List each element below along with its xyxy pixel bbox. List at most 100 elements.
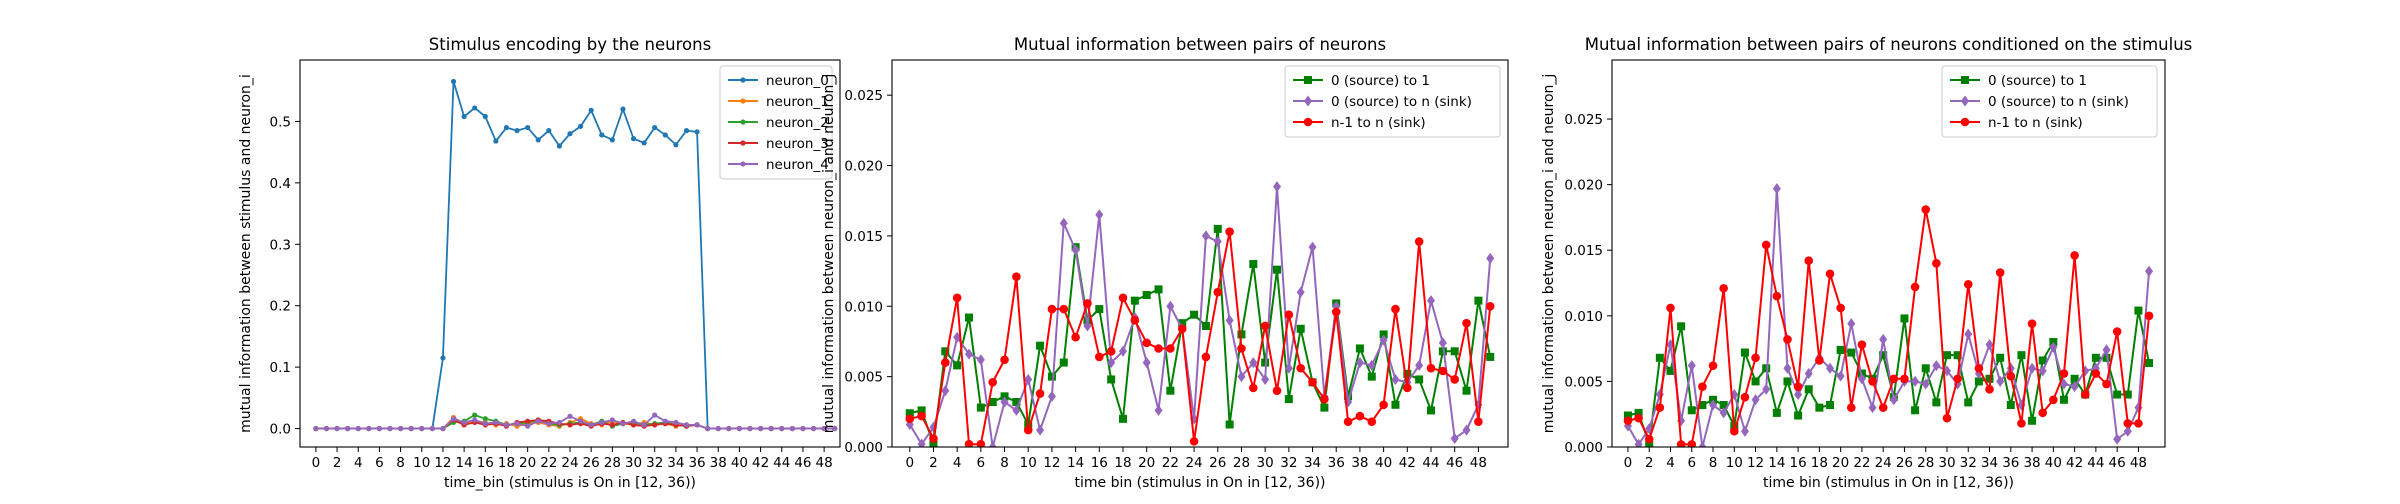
- data-point: [1012, 272, 1021, 282]
- x-tick-label: 26: [1896, 455, 1913, 471]
- data-point: [1059, 358, 1068, 367]
- plot-frame: [299, 59, 841, 448]
- data-point: [1391, 304, 1400, 314]
- y-axis-label: mutual information between stimulus and …: [238, 74, 254, 433]
- data-point: [917, 411, 926, 421]
- x-tick-label: 0: [312, 455, 321, 471]
- data-point: [2049, 341, 2058, 353]
- data-point: [1772, 291, 1782, 301]
- data-point: [440, 355, 446, 361]
- data-point: [1213, 236, 1222, 248]
- x-tick-label: 30: [1938, 455, 1955, 471]
- x-tick-label: 32: [1280, 455, 1297, 471]
- x-tick-label: 14: [1067, 455, 1084, 471]
- data-point: [450, 416, 457, 422]
- data-point: [905, 414, 915, 424]
- data-point: [1804, 256, 1814, 266]
- series-line-3: [1627, 208, 2151, 446]
- legend-label: neuron_4: [766, 157, 829, 173]
- data-point: [1166, 300, 1175, 312]
- legend-swatch-marker: [740, 98, 746, 104]
- data-point: [1857, 340, 1867, 349]
- legend-label: neuron_3: [766, 136, 829, 152]
- legend-item-2: neuron_1: [728, 94, 829, 110]
- x-tick-label: 38: [2023, 455, 2040, 471]
- data-point: [1964, 328, 1973, 340]
- data-point: [1213, 224, 1222, 233]
- data-point: [1000, 355, 1009, 365]
- x-tick-label: 4: [953, 455, 962, 471]
- x-tick-label: 22: [1162, 455, 1179, 471]
- x-tick-label: 46: [794, 455, 811, 471]
- y-axis-label: mutual information between neuron_i and …: [1541, 74, 1557, 434]
- data-point: [2144, 311, 2154, 321]
- data-point: [1921, 378, 1930, 390]
- data-point: [2017, 351, 2026, 360]
- legend-box: [719, 65, 833, 180]
- data-point: [1118, 293, 1128, 303]
- plot-frame: [891, 59, 1509, 448]
- data-point: [1836, 345, 1845, 354]
- data-point: [1024, 373, 1033, 385]
- data-point: [965, 348, 973, 360]
- data-point: [482, 416, 488, 422]
- data-point: [567, 422, 573, 428]
- data-point: [1071, 244, 1080, 256]
- data-point: [1836, 370, 1845, 382]
- data-point: [535, 418, 541, 424]
- data-point: [1213, 287, 1223, 297]
- data-point: [2123, 425, 2132, 437]
- data-point: [1708, 361, 1718, 370]
- data-point: [1142, 357, 1151, 369]
- data-point: [1284, 395, 1293, 404]
- legend-box: [1941, 65, 2158, 138]
- data-point: [397, 425, 404, 432]
- data-point: [503, 124, 510, 131]
- data-point: [1655, 353, 1664, 362]
- data-point: [726, 425, 732, 432]
- data-point: [1815, 356, 1824, 365]
- x-tick-label: 4: [1666, 455, 1675, 471]
- data-point: [941, 358, 950, 367]
- data-point: [620, 421, 626, 427]
- x-tick-label: 16: [477, 455, 494, 471]
- data-point: [1644, 434, 1654, 444]
- legend-swatch-marker: [1304, 76, 1312, 84]
- series-line-3: [315, 414, 835, 430]
- data-point: [1762, 364, 1771, 373]
- data-point: [577, 123, 584, 129]
- legend-swatch-marker: [1961, 95, 1969, 107]
- data-point: [1783, 362, 1792, 374]
- data-point: [1772, 183, 1781, 195]
- data-point: [1438, 347, 1447, 356]
- x-tick-label: 38: [1351, 455, 1368, 471]
- x-tick-label: 20: [1138, 455, 1155, 471]
- data-point: [1921, 364, 1930, 373]
- x-tick-label: 14: [1768, 455, 1785, 471]
- data-point: [525, 418, 531, 424]
- data-point: [1676, 440, 1686, 447]
- data-point: [1911, 375, 1920, 387]
- data-point: [976, 354, 985, 366]
- data-point: [1462, 424, 1471, 436]
- data-point: [1438, 366, 1448, 376]
- data-point: [1879, 351, 1888, 360]
- legend-item-2: 0 (source) to n (sink): [1293, 94, 1472, 110]
- data-point: [1296, 363, 1305, 373]
- data-point: [1761, 240, 1771, 250]
- x-tick-label: 40: [731, 455, 748, 471]
- x-tick-label: 2: [1645, 455, 1654, 471]
- data-point: [2006, 401, 2015, 410]
- legend-label: neuron_2: [766, 115, 829, 131]
- data-point: [1985, 339, 1994, 351]
- data-point: [482, 113, 488, 120]
- y-tick-label: 0.3: [270, 237, 291, 253]
- data-point: [2070, 251, 2079, 260]
- y-axis-label: mutual information between neuron_i and …: [821, 74, 837, 434]
- data-point: [1698, 382, 1707, 391]
- data-point: [1107, 375, 1116, 384]
- chart-title: Stimulus encoding by the neurons: [429, 35, 711, 54]
- data-point: [1095, 209, 1104, 221]
- plot-frame: [1611, 59, 2166, 448]
- data-point: [1177, 324, 1187, 334]
